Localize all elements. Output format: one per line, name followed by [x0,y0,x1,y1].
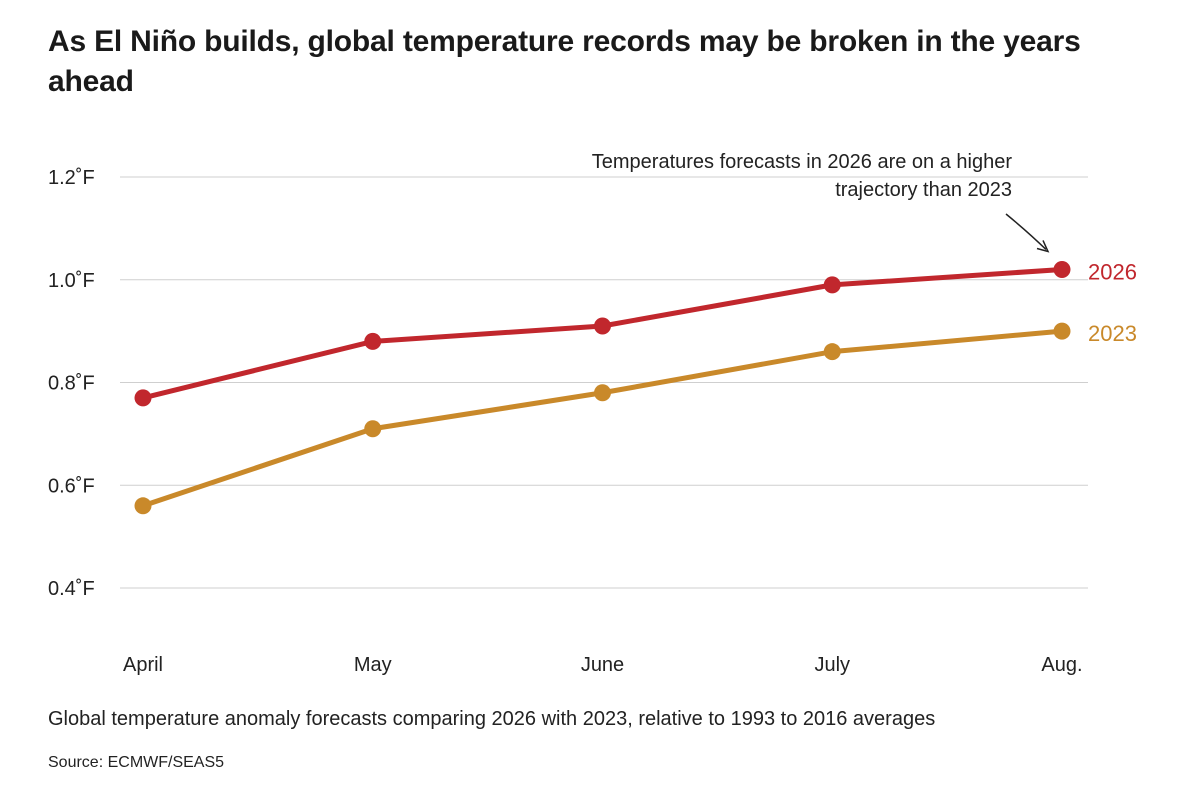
annotation-arrow-line [1005,213,1047,251]
chart-source: Source: ECMWF/SEAS5 [48,754,225,771]
data-point-2026 [364,332,382,350]
data-point-2023 [364,420,382,438]
y-tick-label: 0.6˚F [48,475,95,497]
x-tick-label: July [814,654,850,676]
data-point-2023 [823,343,841,361]
x-axis-tick-labels: April May June July Aug. [123,654,1083,676]
x-tick-label: June [581,654,624,676]
y-tick-label: 0.4˚F [48,578,95,600]
annotation-text: Temperatures forecasts in 2026 are on a … [592,151,1013,173]
y-axis-tick-labels: 1.2˚F 1.0˚F 0.8˚F 0.6˚F 0.4˚F [48,167,95,600]
series-layer [134,260,1071,515]
annotation-text: trajectory than 2023 [835,179,1012,201]
data-point-2023 [134,497,152,515]
data-point-2026 [823,276,841,294]
y-tick-label: 0.8˚F [48,373,95,395]
data-point-2026 [1053,260,1071,278]
series-label-2023: 2023 [1088,321,1137,346]
data-point-2026 [594,317,611,335]
chart-subtitle: Global temperature anomaly forecasts com… [48,708,936,730]
annotation: Temperatures forecasts in 2026 are on a … [592,151,1050,253]
series-line-2023 [140,328,1065,509]
data-point-2026 [134,389,152,407]
series-label-2026: 2026 [1088,259,1137,284]
grid-layer [120,176,1088,589]
x-tick-label: April [123,654,163,676]
series-labels: 2026 2023 [1088,259,1137,346]
y-tick-label: 1.0˚F [48,270,95,292]
annotation-arrowhead [1036,240,1050,253]
data-point-2023 [1053,322,1071,340]
y-tick-label: 1.2˚F [48,167,95,189]
x-tick-label: Aug. [1041,654,1082,676]
x-tick-label: May [354,654,392,676]
chart-title: As El Niño builds, global temperature re… [48,25,1081,98]
data-point-2023 [594,384,611,402]
